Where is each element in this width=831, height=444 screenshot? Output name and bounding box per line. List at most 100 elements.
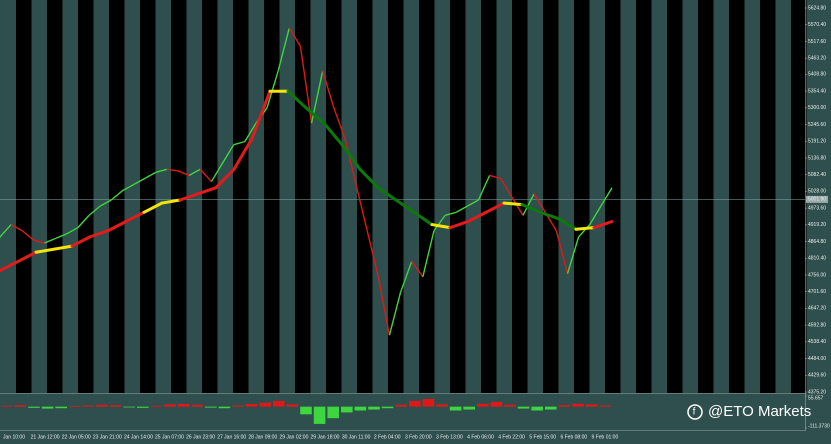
price-segment [444, 211, 457, 217]
price-segment [44, 237, 56, 244]
price-segment [244, 122, 257, 142]
osc-bar [531, 406, 543, 411]
session-band [481, 0, 497, 393]
session-band [419, 0, 435, 393]
y-tick-label: 4484.00 [808, 356, 826, 362]
y-tick-label: 5463.20 [808, 55, 826, 61]
x-tick-label: 29 Jan 18:00 [311, 434, 340, 440]
ma-segment [142, 201, 164, 214]
x-tick-label: 25 Jan 07:00 [155, 434, 184, 440]
osc-bar [558, 405, 571, 407]
x-tick-label: 6 Feb 08:00 [560, 434, 587, 440]
osc-bar [490, 401, 503, 407]
session-band [78, 0, 94, 393]
price-segment [355, 184, 368, 231]
ma-segment [520, 203, 542, 214]
osc-bar [395, 404, 407, 407]
osc-bar [41, 406, 54, 409]
price-segment [388, 292, 402, 336]
price-segment [88, 205, 101, 216]
session-band [140, 0, 156, 393]
x-tick-label: 22 Jan 05:00 [62, 434, 91, 440]
price-segment [33, 239, 45, 244]
osc-bar [572, 403, 584, 407]
price-segment [210, 162, 224, 182]
y-tick-label: 4919.20 [808, 222, 826, 228]
osc-bar [436, 404, 448, 407]
y-tick-label: 5354.40 [808, 88, 826, 94]
price-segment [533, 193, 546, 213]
price-segment [589, 205, 602, 225]
session-band [326, 0, 342, 393]
ma-segment [358, 167, 380, 190]
price-segment [489, 174, 501, 180]
ma-segment [250, 89, 272, 141]
ma-segment [430, 223, 452, 230]
ma-segment [394, 198, 416, 214]
osc-bar [137, 406, 149, 408]
price-segment [511, 196, 524, 216]
price-segment [455, 205, 468, 213]
ma-segment [322, 121, 344, 147]
y-tick-label: 5517.60 [808, 39, 826, 45]
osc-bar [14, 405, 27, 407]
y-tick-label: 5570.40 [808, 22, 826, 28]
price-segment [188, 168, 201, 177]
y-tick-label: 4375.20 [808, 389, 826, 395]
ma-segment [34, 247, 56, 254]
osc-bar [286, 404, 299, 407]
price-segment [155, 168, 168, 174]
ma-segment [16, 250, 38, 263]
x-tick-label: Jan 10:00 [3, 434, 25, 440]
session-band [47, 0, 63, 393]
price-segment [133, 177, 145, 186]
session-band [450, 0, 466, 393]
x-tick-label: 29 Jan 02:00 [279, 434, 308, 440]
x-tick-label: 4 Feb 22:00 [498, 434, 525, 440]
session-band [295, 0, 311, 393]
osc-bar [218, 406, 231, 409]
x-tick-label: 3 Feb 13:00 [436, 434, 463, 440]
osc-bar [273, 400, 285, 407]
ma-segment [448, 220, 470, 230]
y-tick-label: 4592.80 [808, 322, 826, 328]
price-segment [344, 138, 357, 185]
price-segment [10, 223, 23, 232]
price-segment [467, 199, 479, 207]
price-segment [166, 168, 179, 172]
ma-segment [88, 229, 110, 239]
y-tick-label: 5245.60 [808, 122, 826, 128]
osc-bar [354, 406, 367, 411]
ma-segment [412, 210, 434, 227]
x-tick-label: 24 Jan 14:00 [124, 434, 153, 440]
ma-segment [214, 167, 236, 190]
osc-bar [123, 406, 135, 408]
osc-bar [477, 403, 489, 407]
x-tick-label: 26 Jan 23:00 [186, 434, 215, 440]
price-segment [411, 261, 424, 278]
y-tick-label: 4810.40 [808, 256, 826, 262]
facebook-f: f [693, 407, 696, 418]
osc-bar [245, 403, 258, 407]
x-tick-label: 5 Feb 15:00 [529, 434, 556, 440]
y-tick-label: 4756.00 [808, 272, 826, 278]
y-tick-label: 4701.60 [808, 289, 826, 295]
y-tick-label: 4647.20 [808, 306, 826, 312]
y-tick-label: 4973.60 [808, 205, 826, 211]
osc-bar [109, 405, 122, 407]
price-segment [144, 171, 157, 180]
ma-segment [124, 210, 146, 224]
price-segment [199, 168, 212, 183]
osc-bar [300, 406, 312, 415]
osc-bar [517, 406, 530, 409]
price-segment [500, 178, 513, 198]
osc-tick-label: 55.657 [808, 395, 824, 401]
price-segment [555, 230, 569, 274]
session-band [667, 0, 683, 393]
osc-bar [463, 406, 475, 410]
session-band [729, 0, 745, 393]
price-segment [433, 214, 446, 232]
osc-bar [585, 404, 598, 407]
x-tick-label: 9 Feb 01:00 [592, 434, 619, 440]
osc-bar [28, 406, 40, 408]
